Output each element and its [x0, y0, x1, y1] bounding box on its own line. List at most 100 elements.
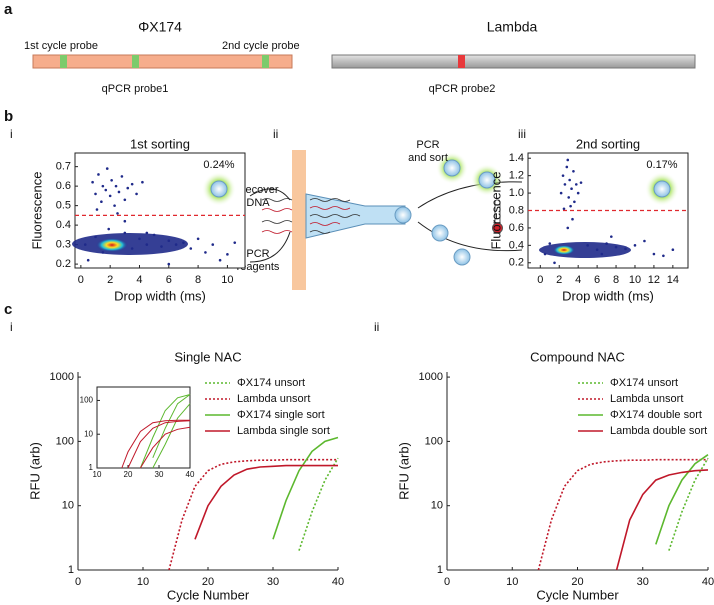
x-tick-label: 30: [155, 470, 164, 479]
droplet: [394, 206, 412, 224]
y-tick-label: 0.8: [509, 204, 524, 216]
point: [86, 258, 90, 262]
point: [104, 188, 108, 192]
x-tick-label: 0: [444, 576, 450, 588]
point: [643, 239, 646, 243]
schematic: Recover DNA PCR reagents PCR and sort: [237, 139, 523, 290]
point: [565, 165, 569, 169]
channel: [292, 150, 306, 290]
legend-label: Lambda double sort: [610, 425, 707, 437]
y-tick-label: 0.7: [56, 161, 71, 173]
point: [108, 194, 112, 198]
point: [662, 254, 665, 258]
point: [123, 219, 127, 223]
genome-bar: [331, 54, 696, 69]
probe-label: 2nd cycle probe: [222, 40, 300, 52]
y-tick-label: 100: [425, 435, 443, 447]
x-tick-label: 10: [93, 470, 102, 479]
chart: 0 2 4 6 8 10 12 14 0.2 0.4 0.6 0.8 1.0 1.2 1.4 2nd sort…: [488, 136, 689, 303]
point: [548, 242, 552, 245]
legend-label: ΦX174 unsort: [610, 377, 678, 389]
legend-label: Lambda single sort: [237, 425, 330, 437]
x-tick-label: 12: [648, 274, 660, 286]
point: [113, 204, 116, 207]
point: [574, 183, 578, 186]
point: [570, 187, 573, 191]
density-core: [553, 245, 575, 255]
point: [218, 258, 222, 262]
x-tick-label: 40: [186, 470, 195, 479]
step-label-line: and sort: [408, 152, 448, 164]
point: [123, 198, 127, 202]
arrow: [417, 221, 523, 252]
chart-title: Compound NAC: [530, 349, 625, 364]
x-tick-label: 8: [195, 274, 201, 286]
genome-title: Lambda: [487, 19, 538, 35]
y-tick-label: 0.3: [56, 239, 71, 251]
point: [569, 204, 572, 208]
x-axis-label: Drop width (ms): [114, 288, 206, 303]
genome-title: ΦX174: [138, 19, 182, 35]
y-tick-label: 0.4: [509, 239, 524, 251]
x-axis-label: Cycle Number: [167, 587, 250, 602]
point: [100, 200, 103, 204]
y-axis-label: Fluorescence: [29, 171, 44, 249]
chart-title: Single NAC: [174, 349, 241, 364]
y-tick-label: 0.5: [56, 200, 71, 212]
x-tick-label: 0: [75, 576, 81, 588]
point: [586, 244, 589, 247]
probe: [132, 55, 139, 68]
chart: 0 2 4 6 8 10 0.2 0.3 0.4 0.5 0.6 0.7 1st sorting Drop…: [29, 136, 246, 303]
x-tick-label: 4: [575, 274, 581, 286]
y-tick-label: 10: [84, 429, 93, 438]
point: [110, 178, 113, 182]
point: [182, 241, 185, 244]
point: [614, 245, 618, 249]
droplet: [453, 248, 471, 266]
panel-label: c: [4, 301, 12, 318]
y-axis-label: RFU (arb): [396, 442, 411, 500]
point: [605, 242, 608, 245]
point: [568, 178, 571, 182]
y-tick-label: 1.4: [509, 152, 524, 164]
x-tick-label: 6: [166, 274, 172, 286]
point: [160, 245, 163, 248]
point: [559, 191, 563, 195]
point: [135, 192, 138, 196]
point: [567, 196, 571, 199]
probe: [262, 55, 269, 68]
arrow: [249, 188, 291, 201]
point: [105, 167, 109, 170]
x-tick-label: 2: [107, 274, 113, 286]
droplet: [431, 224, 449, 242]
point: [152, 233, 156, 237]
point: [566, 226, 570, 230]
x-tick-label: 30: [637, 576, 649, 588]
x-tick-label: 4: [136, 274, 142, 286]
dna-strands: [261, 198, 361, 234]
annotation: 0.24%: [203, 159, 234, 171]
x-tick-label: 14: [667, 274, 679, 286]
chart-title: 2nd sorting: [576, 136, 640, 151]
probe: [60, 55, 67, 68]
series-line: [298, 457, 339, 551]
sub-label: iii: [518, 127, 526, 141]
point: [107, 227, 111, 231]
y-tick-label: 0.2: [56, 258, 71, 270]
series-line: [139, 394, 191, 469]
x-tick-label: 40: [332, 576, 344, 588]
point: [671, 248, 675, 252]
probe-label: qPCR probe1: [102, 83, 169, 95]
point: [126, 186, 130, 190]
y-tick-label: 1: [68, 564, 74, 576]
point: [130, 247, 134, 250]
point: [138, 237, 141, 241]
funnel: [305, 193, 406, 239]
point: [95, 208, 99, 211]
density-band: [539, 242, 631, 258]
x-tick-label: 2: [556, 274, 562, 286]
x-tick-label: 30: [267, 576, 279, 588]
point: [167, 262, 171, 266]
y-tick-label: 1000: [419, 371, 443, 383]
